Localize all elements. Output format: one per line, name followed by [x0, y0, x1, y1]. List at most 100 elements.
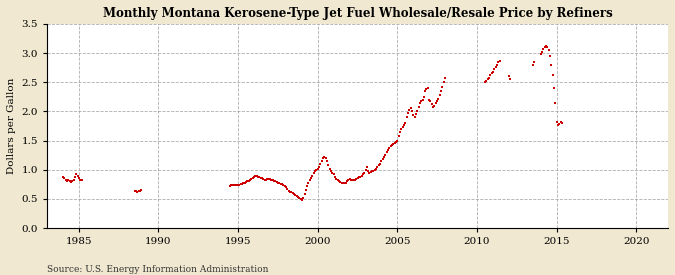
Point — [315, 162, 326, 166]
Point — [527, 62, 538, 67]
Point — [246, 177, 256, 181]
Point — [335, 180, 346, 184]
Point — [552, 123, 563, 127]
Point — [439, 75, 450, 80]
Point — [286, 190, 296, 195]
Point — [408, 113, 418, 118]
Point — [436, 89, 447, 93]
Point — [427, 102, 437, 107]
Point — [252, 175, 263, 179]
Point — [244, 178, 254, 183]
Point — [346, 177, 356, 182]
Point — [428, 104, 439, 109]
Point — [348, 178, 359, 182]
Point — [64, 179, 75, 184]
Point — [539, 45, 550, 50]
Point — [274, 181, 285, 185]
Point — [295, 197, 306, 202]
Point — [344, 177, 355, 181]
Point — [394, 134, 404, 138]
Point — [74, 176, 84, 180]
Point — [303, 180, 314, 185]
Point — [304, 178, 315, 182]
Point — [362, 169, 373, 173]
Point — [324, 166, 335, 171]
Point — [75, 177, 86, 182]
Point — [355, 175, 366, 179]
Point — [372, 164, 383, 169]
Point — [435, 93, 446, 97]
Point — [325, 169, 336, 173]
Point — [63, 178, 74, 182]
Point — [537, 50, 547, 54]
Point — [263, 177, 274, 181]
Point — [405, 106, 416, 111]
Point — [396, 127, 407, 131]
Point — [505, 76, 516, 81]
Point — [134, 188, 145, 193]
Point — [255, 176, 266, 180]
Point — [487, 70, 498, 74]
Point — [368, 169, 379, 173]
Point — [541, 44, 551, 48]
Point — [251, 174, 262, 178]
Point — [547, 73, 558, 78]
Point — [68, 177, 79, 182]
Point — [356, 173, 367, 178]
Point — [279, 184, 290, 188]
Point — [331, 177, 342, 181]
Point — [543, 48, 554, 52]
Point — [418, 95, 429, 99]
Point — [284, 188, 294, 193]
Point — [437, 85, 448, 89]
Point — [238, 181, 249, 185]
Point — [391, 139, 402, 144]
Point — [554, 122, 565, 127]
Point — [493, 60, 504, 65]
Point — [485, 73, 495, 78]
Point — [545, 54, 556, 58]
Point — [262, 177, 273, 181]
Point — [410, 112, 421, 117]
Point — [338, 181, 348, 185]
Point — [278, 183, 289, 187]
Point — [384, 145, 395, 150]
Point — [365, 170, 376, 174]
Point — [529, 60, 539, 65]
Point — [76, 178, 87, 182]
Point — [413, 104, 424, 109]
Point — [400, 121, 410, 125]
Point — [433, 96, 444, 101]
Point — [482, 77, 493, 81]
Point — [425, 99, 436, 103]
Point — [277, 182, 288, 186]
Point — [129, 188, 140, 193]
Point — [296, 198, 307, 202]
Point — [133, 189, 144, 194]
Point — [491, 62, 502, 67]
Point — [311, 167, 322, 172]
Point — [136, 188, 146, 192]
Point — [542, 45, 553, 50]
Point — [57, 175, 68, 179]
Point — [323, 163, 334, 167]
Point — [310, 169, 321, 173]
Point — [549, 86, 560, 90]
Point — [256, 176, 267, 181]
Point — [535, 52, 546, 56]
Point — [226, 183, 237, 188]
Point — [244, 178, 255, 182]
Point — [281, 187, 292, 191]
Point — [367, 169, 377, 174]
Point — [340, 180, 351, 185]
Point — [302, 184, 313, 188]
Point — [371, 166, 381, 171]
Point — [397, 124, 408, 129]
Point — [423, 86, 433, 90]
Point — [357, 172, 368, 177]
Point — [333, 179, 344, 184]
Point — [389, 141, 400, 145]
Point — [416, 99, 427, 103]
Point — [237, 182, 248, 186]
Point — [375, 162, 385, 166]
